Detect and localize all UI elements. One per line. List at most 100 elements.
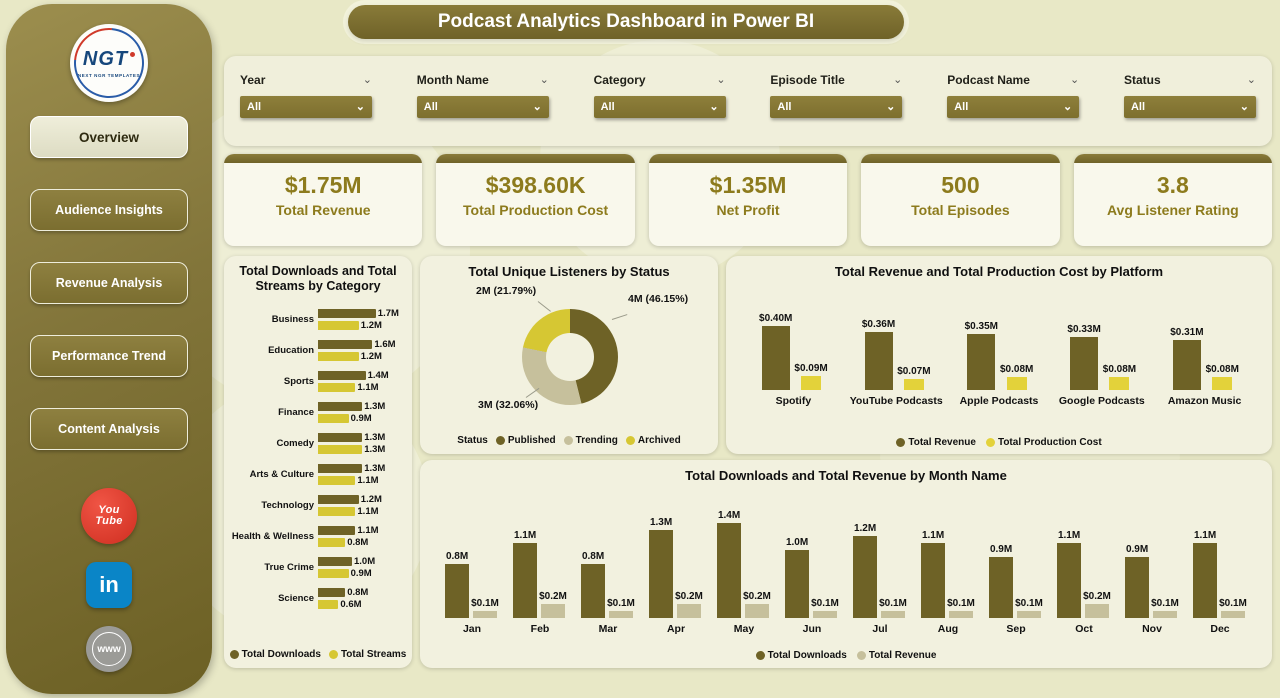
bar-total-streams[interactable] <box>318 507 356 516</box>
bar-total-downloads[interactable] <box>318 433 363 442</box>
bar-total-streams[interactable] <box>318 476 356 485</box>
bar-total-revenue[interactable] <box>948 611 973 618</box>
bar-total-downloads[interactable] <box>921 543 946 618</box>
page-title: Podcast Analytics Dashboard in Power BI <box>348 5 904 39</box>
sidebar: NGT NEXT NGR TEMPLATES Overview Audience … <box>6 4 212 694</box>
bar-total-revenue[interactable] <box>880 611 905 618</box>
chevron-down-icon[interactable]: ⌄ <box>893 74 903 86</box>
legend-item-published[interactable]: Published <box>495 435 556 446</box>
filter-dropdown-category[interactable]: All ⌄ <box>593 96 726 118</box>
bar-total-revenue[interactable] <box>761 326 790 390</box>
bar-total-downloads[interactable] <box>318 340 373 349</box>
legend-item-total-revenue[interactable]: Total Revenue <box>856 650 936 661</box>
bar-total-production-cost[interactable] <box>903 379 924 390</box>
bar-total-downloads[interactable] <box>318 557 352 566</box>
bar-value-label: 1.3M <box>364 432 386 443</box>
bar-total-production-cost[interactable] <box>801 376 822 390</box>
legend-item-total-revenue[interactable]: Total Revenue <box>896 437 976 448</box>
bar-total-streams[interactable] <box>318 352 359 361</box>
bar-total-production-cost[interactable] <box>1109 377 1130 390</box>
bar-total-streams[interactable] <box>318 445 363 454</box>
bar-total-downloads[interactable] <box>445 564 470 618</box>
bar-total-revenue[interactable] <box>812 611 837 618</box>
bar-total-revenue[interactable] <box>1070 337 1099 390</box>
axis-label-google-podcasts: Google Podcasts <box>1058 395 1145 407</box>
bar-total-downloads[interactable] <box>581 564 606 618</box>
bar-total-streams[interactable] <box>318 538 346 547</box>
chevron-down-icon[interactable]: ⌄ <box>539 74 549 86</box>
column-group-jun: 1.0M $0.1M <box>778 490 846 618</box>
column-wrap: 1.0M <box>785 537 810 618</box>
bar-total-revenue[interactable] <box>864 332 893 390</box>
legend-item-total-downloads[interactable]: Total Downloads <box>755 650 847 661</box>
column-value-label: $0.35M <box>964 321 998 332</box>
bar-total-revenue[interactable] <box>1220 611 1245 618</box>
column-wrap: 0.8M <box>445 551 470 618</box>
bar-total-downloads[interactable] <box>785 550 810 618</box>
bar-total-streams[interactable] <box>318 600 339 609</box>
linkedin-icon[interactable]: in <box>86 562 132 608</box>
sidebar-item-performance-trend[interactable]: Performance Trend <box>30 335 188 377</box>
category-label: Science <box>278 592 314 604</box>
filter-dropdown-episode-title[interactable]: All ⌄ <box>770 96 903 118</box>
legend-item-archived[interactable]: Archived <box>625 435 681 446</box>
bar-total-streams[interactable] <box>318 383 356 392</box>
bar-total-downloads[interactable] <box>513 543 538 618</box>
sidebar-item-revenue-analysis[interactable]: Revenue Analysis <box>30 262 188 304</box>
bar-total-revenue[interactable] <box>1084 604 1109 618</box>
bar-total-revenue[interactable] <box>472 611 497 618</box>
bar-total-revenue[interactable] <box>1152 611 1177 618</box>
youtube-icon[interactable]: You Tube <box>81 488 137 544</box>
legend-item-trending[interactable]: Trending <box>563 435 618 446</box>
bar-total-streams[interactable] <box>318 414 349 423</box>
bar-total-revenue[interactable] <box>744 604 769 618</box>
bar-total-revenue[interactable] <box>676 604 701 618</box>
bar-total-downloads[interactable] <box>318 309 376 318</box>
axis-label-jan: Jan <box>462 623 482 635</box>
chevron-down-icon[interactable]: ⌄ <box>362 74 372 86</box>
bar-total-downloads[interactable] <box>649 530 674 618</box>
chevron-down-icon[interactable]: ⌄ <box>1069 74 1080 86</box>
sidebar-nav: Overview Audience Insights Revenue Analysi… <box>6 116 212 450</box>
bar-total-downloads[interactable] <box>318 588 346 597</box>
web-icon[interactable]: www <box>86 626 132 672</box>
bar-total-downloads[interactable] <box>989 557 1014 618</box>
bar-total-downloads[interactable] <box>1193 543 1218 618</box>
bar-total-downloads[interactable] <box>853 536 878 618</box>
bar-total-production-cost[interactable] <box>1006 377 1027 390</box>
bar-total-revenue[interactable] <box>540 604 565 618</box>
filter-dropdown-podcast-name[interactable]: All ⌄ <box>947 96 1080 118</box>
sidebar-item-content-analysis[interactable]: Content Analysis <box>30 408 188 450</box>
sidebar-item-overview[interactable]: Overview <box>30 116 188 158</box>
bar-total-downloads[interactable] <box>318 402 363 411</box>
bar-total-revenue[interactable] <box>967 334 996 390</box>
bar-total-production-cost[interactable] <box>1212 377 1233 390</box>
filter-dropdown-month-name[interactable]: All ⌄ <box>416 96 549 118</box>
legend-item-total-streams[interactable]: Total Streams <box>328 649 406 660</box>
legend-item-total-production-cost[interactable]: Total Production Cost <box>985 437 1102 448</box>
chevron-down-icon[interactable]: ⌄ <box>1246 74 1256 86</box>
bar-total-downloads[interactable] <box>1057 543 1082 618</box>
month-chart-card: Total Downloads and Total Revenue by Mon… <box>420 460 1272 668</box>
bar-total-downloads[interactable] <box>318 526 356 535</box>
bar-total-downloads[interactable] <box>318 495 359 504</box>
axis-label-spotify: Spotify <box>775 395 812 407</box>
sidebar-item-audience-insights[interactable]: Audience Insights <box>30 189 188 231</box>
filter-value: All <box>247 101 262 113</box>
chevron-down-icon[interactable]: ⌄ <box>716 74 726 86</box>
legend-item-total-downloads[interactable]: Total Downloads <box>229 649 321 660</box>
category-row-sports: Sports 1.4M 1.1M <box>228 366 410 397</box>
bar-value-label: 0.8M <box>347 587 369 598</box>
bar-total-downloads[interactable] <box>318 464 363 473</box>
bar-total-revenue[interactable] <box>1172 340 1201 390</box>
bar-total-streams[interactable] <box>318 321 359 330</box>
bar-total-revenue[interactable] <box>1016 611 1041 618</box>
bar-total-downloads[interactable] <box>717 523 742 618</box>
bar-total-revenue[interactable] <box>608 611 633 618</box>
filter-dropdown-year[interactable]: All ⌄ <box>240 96 372 118</box>
bar-total-downloads[interactable] <box>1125 557 1150 618</box>
filter-dropdown-status[interactable]: All ⌄ <box>1123 96 1256 118</box>
bar-total-downloads[interactable] <box>318 371 366 380</box>
bar-total-streams[interactable] <box>318 569 349 578</box>
column-value-label: 0.8M <box>581 551 605 562</box>
